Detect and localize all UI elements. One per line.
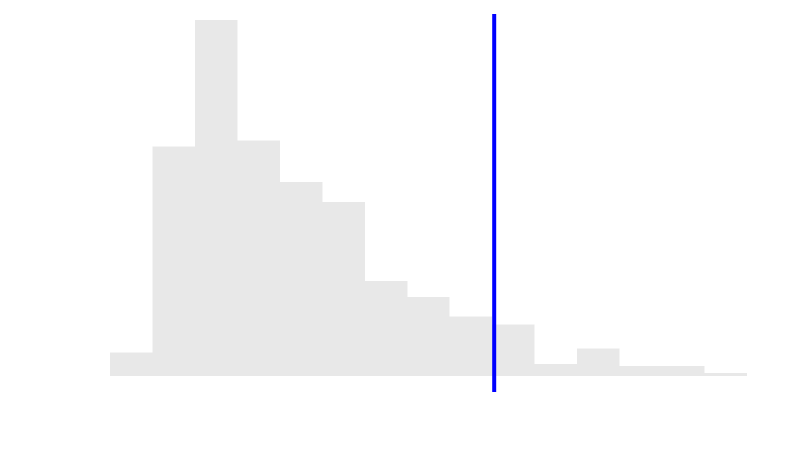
histogram-bar-2 [194,19,238,376]
histogram-bar-14 [704,372,747,376]
histogram-bar-0 [110,352,153,376]
histogram-bars [110,19,747,376]
histogram-bar-12 [619,366,663,376]
histogram-bar-7 [407,296,450,376]
histogram-bar-10 [534,364,578,376]
histogram-bar-5 [322,201,365,376]
histogram-bar-1 [152,146,195,376]
histogram-bar-9 [492,324,535,376]
histogram-bar-4 [279,182,323,376]
histogram-bar-11 [577,348,620,376]
histogram-bar-3 [237,140,280,376]
histogram-bar-13 [662,366,705,376]
histogram-bar-8 [449,316,493,376]
histogram-bar-6 [364,281,408,376]
